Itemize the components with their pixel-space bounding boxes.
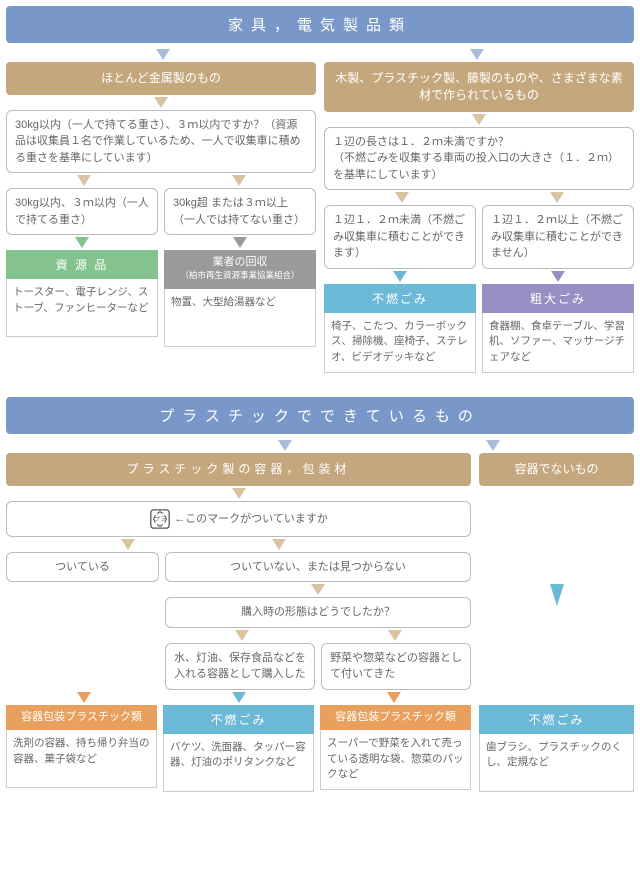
- mark-question: プラ ←このマークがついていますか: [6, 501, 471, 537]
- arrow: [156, 49, 170, 60]
- arrow: [550, 192, 564, 203]
- ex-contractor: 物置、大型給湯器など: [164, 289, 316, 347]
- left-question: 30kg以内（一人で持てる重さ）、３ｍ以内ですか？（資源品は収集員１名で作業して…: [6, 110, 316, 174]
- arrow: [232, 692, 246, 703]
- arrow: [395, 192, 409, 203]
- arrow: [470, 49, 484, 60]
- arrow: [233, 237, 247, 248]
- cat-contractor-label: 業者の回収: [213, 256, 268, 268]
- cat-contractor: 業者の回収 （柏市再生資源事業協業組合）: [164, 250, 316, 288]
- arrow: [311, 584, 325, 595]
- plastic-container-head: プラスチック製の容器，包装材: [6, 453, 471, 486]
- ex-pkg-2: スーパーで野菜を入れて売っている透明な袋、惣菜のパックなど: [320, 730, 471, 790]
- cat-oversized: 粗大ごみ: [482, 284, 634, 313]
- arrow: [77, 692, 91, 703]
- right-question: １辺の長さは１．２ｍ未満ですか？ （不燃ごみを収集する車両の投入口の大きさ（１．…: [324, 127, 634, 191]
- cat-recyclable: 資 源 品: [6, 250, 158, 279]
- cat-pkg-plastic-2: 容器包装プラスチック類: [320, 705, 471, 730]
- arrow: [232, 175, 246, 186]
- arrow: [388, 630, 402, 641]
- ex-noncomb-2: 歯ブラシ、プラスチックのくし、定規など: [479, 734, 634, 792]
- arrow: [486, 440, 500, 451]
- left-a1: 30kg以内、３ｍ以内（一人で持てる重さ）: [6, 188, 158, 235]
- arrow: [278, 440, 292, 451]
- arrow: [232, 488, 246, 499]
- arrow: [272, 539, 286, 550]
- ex-noncombustible: 椅子、こたつ、カラーボックス、掃除機、座椅子、ステレオ、ビデオデッキなど: [324, 313, 476, 373]
- cat-noncomb-1: 不燃ごみ: [163, 705, 314, 734]
- arrow: [121, 539, 135, 550]
- right-a1: １辺１．２ｍ未満（不燃ごみ収集車に積むことができます）: [324, 205, 476, 269]
- cat-contractor-sub: （柏市再生資源事業協業組合）: [180, 270, 299, 280]
- purchase-a2: 野菜や惣菜などの容器として付いてきた: [321, 643, 471, 690]
- arrow: [550, 584, 564, 606]
- mark-yes: ついている: [6, 552, 159, 583]
- arrow: [551, 271, 565, 282]
- section2-header: プラスチックでできているもの: [6, 397, 634, 434]
- ex-oversized: 食器棚、食卓テーブル、学習机、ソファー、マッサージチェアなど: [482, 313, 634, 373]
- ex-recyclable: トースター、電子レンジ、ストーブ、ファンヒーターなど: [6, 279, 158, 337]
- arrow: [75, 237, 89, 248]
- arrow: [77, 175, 91, 186]
- left-subhead: ほとんど金属製のもの: [6, 62, 316, 95]
- arrow: [393, 271, 407, 282]
- cat-noncombustible: 不燃ごみ: [324, 284, 476, 313]
- right-subhead: 木製、プラスチック製、籐製のものや、さまざまな素材で作られているもの: [324, 62, 634, 112]
- right-a2: １辺１．２ｍ以上（不燃ごみ収集車に積むことができません）: [482, 205, 634, 269]
- arrow: [472, 114, 486, 125]
- arrow: [154, 97, 168, 108]
- mark-question-text: ←このマークがついていますか: [174, 513, 328, 525]
- left-a2: 30kg超 または３ｍ以上（一人では持てない重さ）: [164, 188, 316, 235]
- section1-header: 家具，電気製品類: [6, 6, 634, 43]
- cat-noncomb-2: 不燃ごみ: [479, 705, 634, 734]
- non-container-head: 容器でないもの: [479, 453, 634, 486]
- mark-no: ついていない、または見つからない: [165, 552, 471, 583]
- arrow: [387, 692, 401, 703]
- ex-pkg-1: 洗剤の容器、持ち帰り弁当の容器、菓子袋など: [6, 730, 157, 788]
- svg-text:プラ: プラ: [155, 515, 166, 522]
- purchase-a1: 水、灯油、保存食品などを入れる容器として購入した: [165, 643, 315, 690]
- purchase-form-q: 購入時の形態はどうでしたか？: [165, 597, 471, 628]
- arrow: [235, 630, 249, 641]
- cat-pkg-plastic-1: 容器包装プラスチック類: [6, 705, 157, 730]
- plastic-mark-icon: プラ: [149, 508, 171, 530]
- ex-noncomb-1: バケツ、洗面器、タッパー容器、灯油のポリタンクなど: [163, 734, 314, 792]
